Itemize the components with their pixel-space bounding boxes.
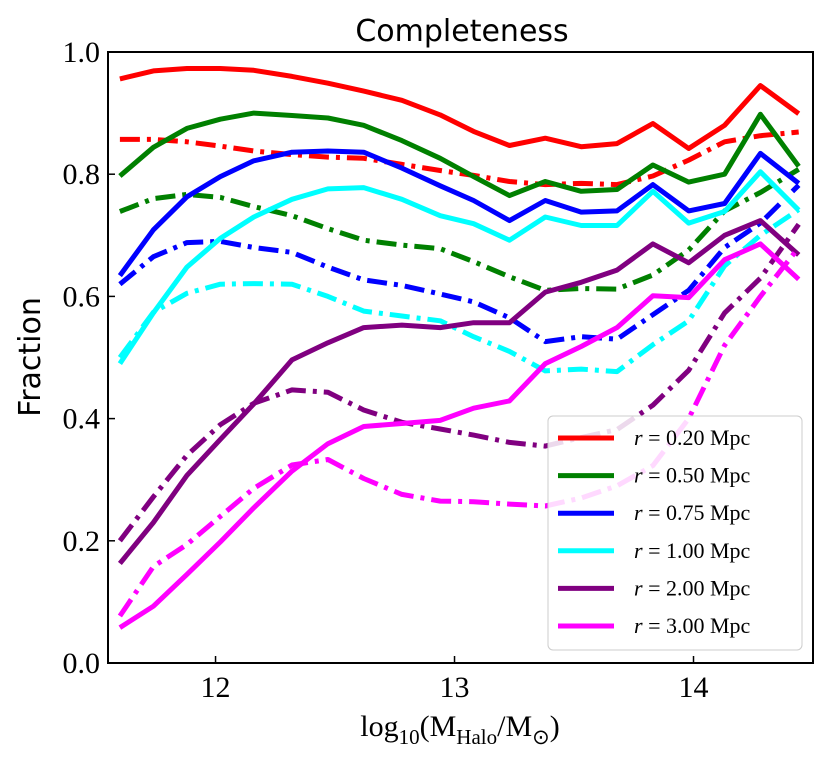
series-line-4-solid bbox=[117, 169, 801, 365]
legend-value: = 3.00 Mpc bbox=[643, 613, 751, 638]
series-line-4-dashdot bbox=[117, 207, 801, 375]
series-line-2-solid bbox=[118, 110, 801, 199]
plot-frame bbox=[107, 51, 814, 664]
y-tick-label: 0.2 bbox=[63, 525, 101, 558]
legend-r-symbol: r bbox=[634, 538, 643, 563]
y-tick-label: 0.8 bbox=[63, 158, 101, 191]
x-label-sub-sun: ⊙ bbox=[532, 725, 550, 749]
legend-r-symbol: r bbox=[634, 575, 643, 600]
x-label-open: (M bbox=[420, 710, 457, 743]
series-line-3-dashdot bbox=[118, 183, 801, 345]
x-label-sub-halo: Halo bbox=[456, 725, 497, 749]
x-label-mid: /M bbox=[497, 710, 532, 743]
legend-r-symbol: r bbox=[634, 613, 643, 638]
legend-label-6: r = 3.00 Mpc bbox=[634, 613, 751, 638]
series-line-6-solid bbox=[118, 241, 801, 630]
y-tick-label: 1.0 bbox=[63, 36, 101, 69]
legend-value: = 2.00 Mpc bbox=[643, 575, 751, 600]
series-line-1-solid bbox=[119, 66, 801, 151]
legend-label-4: r = 1.00 Mpc bbox=[634, 538, 751, 563]
legend-value: = 0.20 Mpc bbox=[643, 425, 751, 450]
legend-r-symbol: r bbox=[634, 425, 643, 450]
series-line-2-dashdot bbox=[119, 167, 800, 293]
x-label-close: ) bbox=[550, 710, 560, 743]
x-label-log: log bbox=[360, 710, 398, 743]
series-line-1-dashdot bbox=[119, 129, 799, 188]
x-tick-label: 12 bbox=[201, 671, 231, 704]
x-tick-label: 14 bbox=[679, 671, 709, 704]
series-line-3-solid bbox=[117, 148, 801, 278]
legend-label-5: r = 2.00 Mpc bbox=[634, 575, 751, 600]
legend-label-2: r = 0.50 Mpc bbox=[634, 463, 751, 488]
legend-r-symbol: r bbox=[634, 463, 643, 488]
x-axis-label: log10(MHalo/M⊙) bbox=[360, 710, 559, 749]
legend-label-3: r = 0.75 Mpc bbox=[634, 500, 751, 525]
legend-label-1: r = 0.20 Mpc bbox=[634, 425, 751, 450]
legend-value: = 0.50 Mpc bbox=[643, 463, 751, 488]
series-line-5-solid bbox=[117, 218, 801, 565]
legend-value: = 0.75 Mpc bbox=[643, 500, 751, 525]
series-line-5-dashdot bbox=[117, 222, 801, 543]
y-tick-label: 0.0 bbox=[63, 647, 101, 680]
y-axis-label: Fraction bbox=[13, 297, 48, 417]
legend-r-symbol: r bbox=[634, 500, 643, 525]
tick-layer: 12 13 14 0.0 0.2 0.4 0.6 0.8 1.0 bbox=[63, 36, 709, 704]
y-tick-label: 0.6 bbox=[63, 280, 101, 313]
x-label-sub-10: 10 bbox=[399, 725, 420, 749]
legend-value: = 1.00 Mpc bbox=[643, 538, 751, 563]
chart-title: Completeness bbox=[355, 14, 568, 49]
y-tick-label: 0.4 bbox=[63, 403, 101, 436]
x-tick-label: 13 bbox=[440, 671, 470, 704]
